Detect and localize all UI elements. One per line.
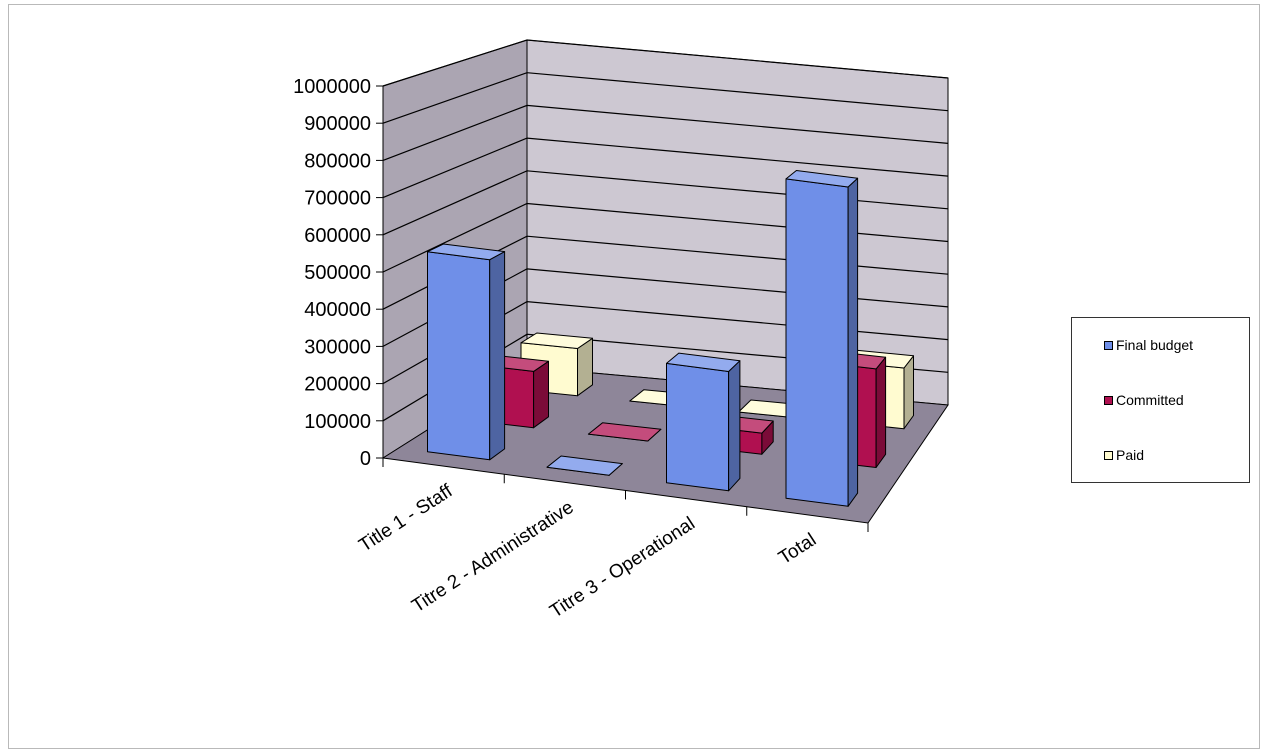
gridline [382, 104, 949, 161]
legend-label: Final budget [1116, 337, 1194, 353]
bar-side-face [489, 251, 506, 461]
bar-top-face [785, 170, 859, 188]
gridline [382, 39, 949, 87]
y-tick-label: 800000 [304, 150, 371, 172]
bar-side-face [847, 177, 859, 507]
legend-label: Committed [1116, 392, 1184, 408]
bar-top-face [520, 332, 593, 349]
bar-final-budget [785, 170, 859, 507]
bar-side-face [533, 360, 549, 429]
bar-top-face [587, 422, 662, 442]
legend-label: Paid [1116, 447, 1145, 463]
legend-swatch-final-budget [1104, 340, 1113, 350]
bar-top-face [546, 455, 623, 476]
category-label: Titre 3 - Operational [546, 513, 699, 622]
gridline [382, 137, 949, 199]
category-label: Title 1 - Staff [355, 480, 456, 556]
bar-committed [587, 422, 662, 442]
bar-front-face [666, 362, 730, 492]
legend-item-paid: Paid [1104, 446, 1144, 464]
y-tick-label: 500000 [304, 262, 371, 284]
legend-item-committed: Committed [1104, 391, 1184, 409]
y-tick-label: 700000 [304, 188, 371, 210]
bar-final-budget [546, 455, 623, 476]
y-tick-label: 200000 [304, 374, 371, 396]
y-tick-label: 1000000 [293, 76, 371, 98]
bar-final-budget [427, 243, 506, 461]
bar-final-budget [666, 352, 741, 492]
y-tick-label: 100000 [304, 411, 371, 433]
y-tick-label: 400000 [304, 299, 371, 321]
bar-side-face [728, 360, 741, 492]
bar-side-face [875, 356, 887, 468]
legend-swatch-paid [1104, 450, 1113, 460]
category-label: Total [775, 529, 820, 568]
bar-top-face [666, 352, 741, 372]
bar-top-face [427, 243, 506, 261]
gridline [382, 72, 949, 124]
legend-item-final-budget: Final budget [1104, 336, 1193, 354]
y-tick-label: 300000 [304, 336, 371, 358]
y-tick-label: 600000 [304, 225, 371, 247]
legend: Final budget Committed Paid [1071, 317, 1250, 483]
category-label: Titre 2 - Administrative [408, 497, 577, 617]
bar-front-face [427, 251, 491, 461]
bar-front-face [785, 178, 849, 507]
legend-swatch-committed [1104, 395, 1113, 405]
y-tick-label: 900000 [304, 113, 371, 135]
y-tick-label: 0 [360, 448, 371, 470]
